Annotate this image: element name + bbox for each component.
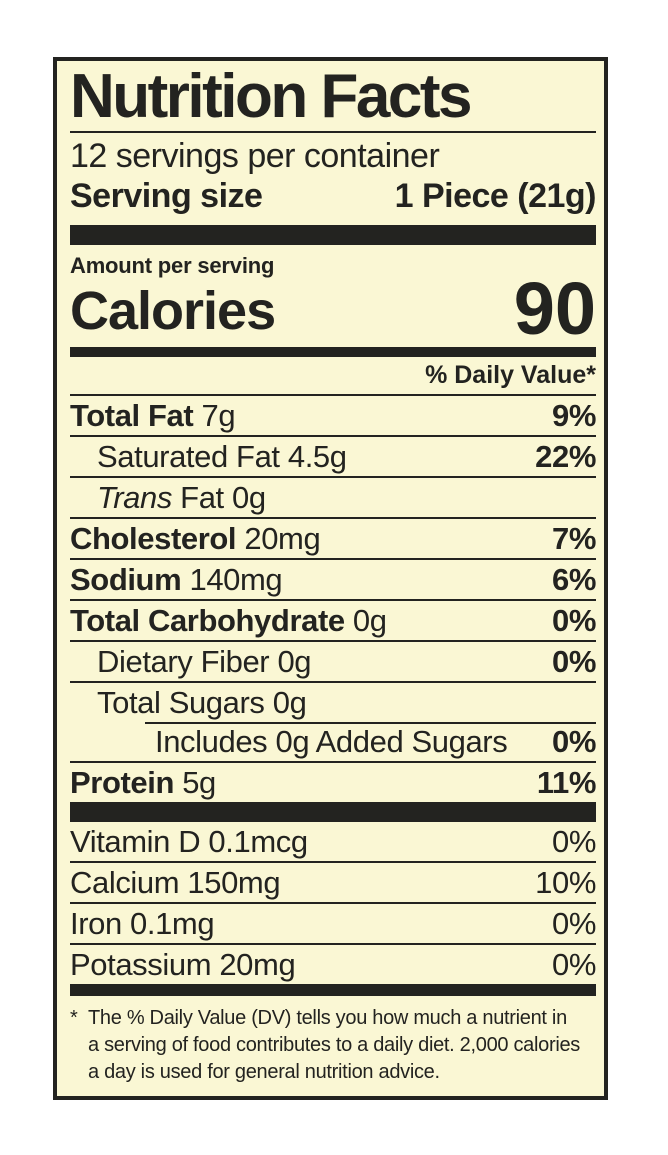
footnote-line-3: a day is used for general nutrition advi… <box>88 1061 440 1083</box>
calories-row: Calories 90 <box>70 267 596 350</box>
vitamin-row-name: Iron 0.1mg <box>70 905 215 941</box>
title-divider <box>70 131 596 133</box>
divider-bar-vitamins <box>70 984 596 996</box>
calories-label: Calories <box>70 281 276 341</box>
nutrient-row-saturated-fat: Saturated Fat 4.5g 22% <box>70 435 596 476</box>
nutrient-row-includes-0g-added-sugars: Includes 0g Added Sugars 0% <box>70 722 596 761</box>
vitamin-row-daily-value: 0% <box>551 946 596 982</box>
nutrients-section: Total Fat 7g 9% Saturated Fat 4.5g 22% Trans… <box>70 394 596 802</box>
footnote-line-2: a serving of food contributes to a daily… <box>88 1034 581 1056</box>
nutrient-row-name: Cholesterol 20mg <box>70 520 321 556</box>
serving-size-value: 1 Piece (21g) <box>394 177 597 215</box>
vitamin-row-iron: Iron 0.1mg 0% <box>70 902 596 943</box>
serving-size-label: Serving size <box>70 177 263 215</box>
divider-bar-calories <box>70 347 596 357</box>
nutrient-row-total-fat: Total Fat 7g 9% <box>70 394 596 435</box>
nutrient-row-daily-value: 22% <box>535 438 596 474</box>
footnote-marker: * <box>70 1007 78 1029</box>
daily-value-header: % Daily Value* <box>425 361 596 389</box>
nutrient-row-name: Total Fat 7g <box>70 397 236 433</box>
nutrient-row-name: Includes 0g Added Sugars <box>155 723 508 759</box>
nutrient-row-daily-value: 0% <box>551 723 596 759</box>
vitamin-row-vitamin-d: Vitamin D 0.1mcg 0% <box>70 822 596 861</box>
label-title: Nutrition Facts <box>70 62 472 131</box>
vitamin-row-daily-value: 0% <box>551 905 596 941</box>
nutrient-row-dietary-fiber: Dietary Fiber 0g 0% <box>70 640 596 681</box>
nutrient-row-daily-value: 0% <box>551 643 596 679</box>
calories-value: 90 <box>513 267 596 350</box>
nutrient-row-cholesterol: Cholesterol 20mg 7% <box>70 517 596 558</box>
nutrient-row-daily-value: 9% <box>551 397 596 433</box>
nutrient-row-total-sugars: Total Sugars 0g <box>70 681 596 722</box>
footnote: * The % Daily Value (DV) tells you how m… <box>70 1005 596 1086</box>
vitamin-row-name: Calcium 150mg <box>70 864 281 900</box>
nutrient-row-name: Dietary Fiber 0g <box>97 643 312 679</box>
vitamin-row-potassium: Potassium 20mg 0% <box>70 943 596 984</box>
nutrient-row-name: Trans Fat 0g <box>97 479 266 515</box>
nutrient-row-name: Protein 5g <box>70 764 216 800</box>
vitamin-row-daily-value: 10% <box>535 864 596 900</box>
nutrient-row-protein: Protein 5g 11% <box>70 761 596 802</box>
footnote-line-1: The % Daily Value (DV) tells you how muc… <box>88 1007 567 1029</box>
nutrient-row-name: Saturated Fat 4.5g <box>97 438 347 474</box>
nutrient-row-daily-value: 7% <box>551 520 596 556</box>
footnote-lines: The % Daily Value (DV) tells you how muc… <box>88 1005 580 1086</box>
vitamin-row-name: Vitamin D 0.1mcg <box>70 823 308 859</box>
nutrient-row-daily-value: 6% <box>551 561 596 597</box>
nutrient-row-trans-fat: Trans Fat 0g <box>70 476 596 517</box>
amount-per-serving-label: Amount per serving <box>70 253 275 278</box>
servings-per-container: 12 servings per container <box>70 137 440 175</box>
nutrient-row-total-carbohydrate: Total Carbohydrate 0g 0% <box>70 599 596 640</box>
nutrient-row-daily-value: 11% <box>536 764 597 800</box>
divider-bar-serving <box>70 225 596 245</box>
nutrient-row-name: Total Sugars 0g <box>97 684 307 720</box>
nutrient-row-name: Total Carbohydrate 0g <box>70 602 387 638</box>
nutrient-row-sodium: Sodium 140mg 6% <box>70 558 596 599</box>
vitamins-section: Vitamin D 0.1mcg 0% Calcium 150mg 10% Iron 0… <box>70 822 596 984</box>
divider-bar-protein <box>70 802 596 822</box>
nutrition-facts-label: Nutrition Facts 12 servings per containe… <box>53 57 608 1100</box>
vitamin-row-name: Potassium 20mg <box>70 946 296 982</box>
nutrient-row-name: Sodium 140mg <box>70 561 283 597</box>
serving-size-row: Serving size 1 Piece (21g) <box>70 176 597 225</box>
vitamin-row-calcium: Calcium 150mg 10% <box>70 861 596 902</box>
nutrient-row-daily-value: 0% <box>551 602 596 638</box>
vitamin-row-daily-value: 0% <box>551 823 596 859</box>
